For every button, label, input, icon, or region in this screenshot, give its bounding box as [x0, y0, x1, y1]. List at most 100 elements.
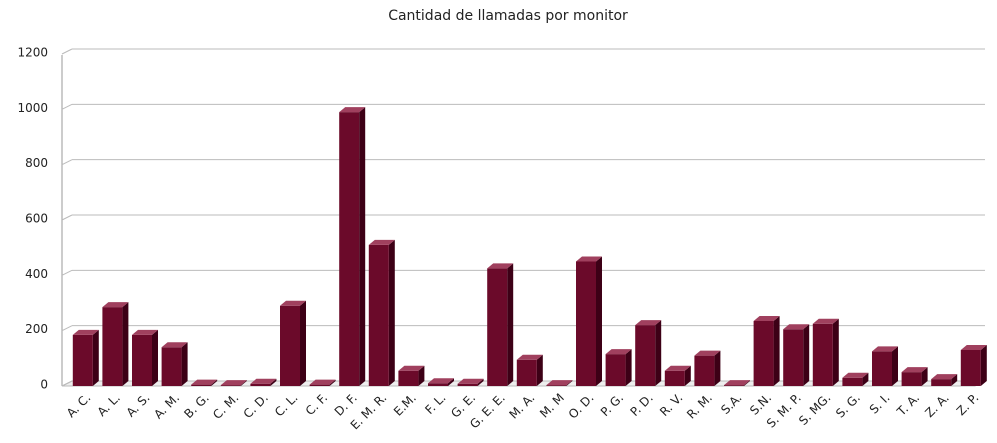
bar-side	[832, 318, 839, 386]
grid-line	[61, 103, 73, 110]
bar-side	[951, 374, 958, 386]
bar-top	[339, 107, 366, 113]
bar-front	[309, 384, 330, 386]
bar-top	[724, 380, 750, 386]
bar-front	[191, 384, 212, 386]
bar-side	[270, 378, 277, 386]
bar-side	[300, 300, 306, 386]
bar-top	[516, 354, 543, 360]
bar-top	[664, 365, 691, 371]
bar-front	[368, 244, 389, 386]
bar-top	[635, 320, 662, 326]
bar-top	[812, 318, 839, 324]
x-tick-label: F. L.	[422, 391, 448, 417]
y-tick-label: 1000	[17, 101, 48, 115]
bar-front	[132, 334, 152, 386]
bar-front	[102, 307, 123, 386]
chart-title: Cantidad de llamadas por monitor	[388, 8, 628, 24]
bar-side	[566, 380, 573, 386]
bar-top	[280, 300, 306, 306]
bar-side	[714, 350, 721, 386]
bar-side	[684, 365, 691, 386]
bar-front	[931, 379, 952, 386]
bar-top	[783, 324, 810, 330]
x-tick-label: C. D.	[241, 391, 271, 421]
bar-front	[339, 112, 360, 386]
bar-top	[191, 379, 218, 385]
bar-front	[161, 347, 182, 386]
bar	[724, 380, 750, 386]
bar-side	[477, 378, 484, 386]
x-tick-label: A. S.	[124, 391, 153, 420]
bar-top	[161, 342, 188, 348]
bar-front	[516, 359, 537, 386]
bar-side	[744, 380, 750, 386]
x-tick-label: P. D.	[627, 391, 655, 419]
bar-top	[901, 367, 928, 373]
y-tick-label: 1200	[17, 46, 48, 60]
bar	[842, 372, 869, 386]
bar-side	[240, 380, 247, 386]
bar-front	[576, 261, 596, 386]
bar-side	[122, 302, 129, 386]
bar	[783, 324, 810, 386]
bar-top	[576, 256, 602, 262]
grid-line	[61, 159, 73, 166]
bar-top	[694, 350, 721, 356]
bar	[339, 107, 366, 386]
bar-front	[635, 325, 656, 386]
bar-side	[329, 379, 336, 386]
bar-front	[72, 334, 93, 386]
bar-side	[625, 349, 632, 386]
bar-top	[250, 378, 277, 384]
bar-side	[980, 345, 987, 386]
bar-front	[220, 385, 241, 386]
x-tick-label: C. F.	[303, 391, 330, 418]
bar-top	[457, 378, 484, 384]
bar	[694, 350, 721, 386]
bar-front	[250, 383, 271, 386]
bar-side	[596, 256, 602, 386]
x-tick-label: S. I.	[867, 391, 893, 417]
x-tick-label: Z. A.	[922, 391, 951, 420]
bar	[250, 378, 277, 386]
bar	[635, 320, 662, 386]
bar-side	[359, 107, 366, 386]
y-tick-label: 600	[25, 212, 48, 226]
bar-side	[862, 372, 869, 386]
bar	[280, 300, 306, 386]
y-tick-label: 200	[25, 322, 48, 336]
grid-line	[61, 214, 73, 221]
bar	[753, 315, 780, 386]
x-tick-label: A. C.	[64, 391, 94, 421]
bar	[102, 302, 129, 386]
bar	[546, 380, 573, 386]
bar-top	[309, 379, 336, 385]
x-tick-label: A. L.	[95, 391, 123, 419]
bar-side	[803, 324, 810, 386]
bar	[931, 374, 958, 386]
bar-front	[783, 329, 804, 386]
bar	[457, 378, 484, 386]
bar-side	[773, 315, 780, 386]
bar	[664, 365, 691, 386]
grid-line	[61, 269, 73, 276]
bar-top	[487, 263, 514, 269]
x-tick-label: M. A.	[506, 391, 537, 422]
bar-side	[152, 329, 158, 386]
x-tick-label: R. M.	[684, 391, 715, 422]
bar-side	[655, 320, 662, 386]
bar	[605, 349, 632, 386]
x-tick-label: O. D.	[566, 391, 597, 422]
bar-top	[398, 365, 425, 371]
bar-front	[753, 320, 774, 386]
bar	[487, 263, 514, 386]
bar-front	[605, 354, 626, 386]
bar-top	[605, 349, 632, 355]
x-tick-label: E.M.	[391, 391, 419, 419]
bar-front	[872, 351, 892, 386]
bar-front	[901, 372, 922, 386]
bar	[191, 379, 218, 386]
y-tick-label: 800	[25, 156, 48, 170]
x-tick-label: C. L.	[272, 391, 301, 420]
